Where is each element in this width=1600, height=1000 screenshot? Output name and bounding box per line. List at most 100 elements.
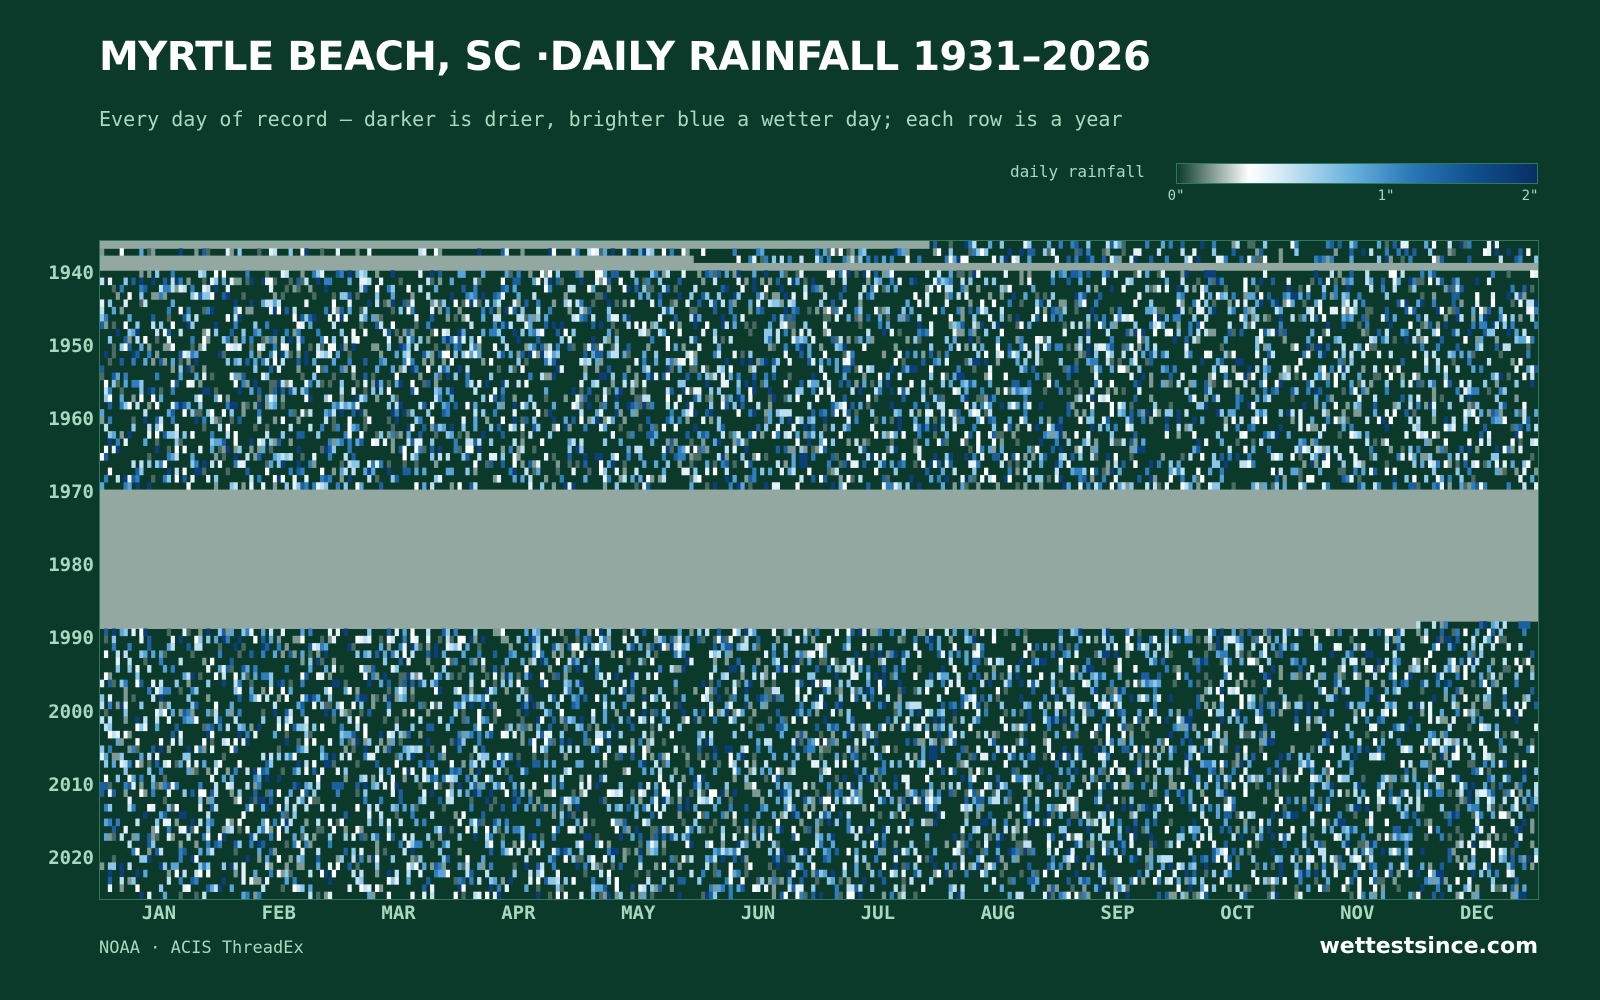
rain-day-cell	[1129, 401, 1134, 410]
rain-day-cell	[724, 635, 729, 644]
missing-data-cell	[100, 518, 1538, 527]
rain-day-cell	[284, 284, 289, 293]
rain-day-cell	[461, 665, 466, 673]
rain-day-cell	[249, 306, 254, 315]
rain-day-cell	[1066, 255, 1071, 264]
rain-day-cell	[1372, 343, 1378, 351]
rain-day-cell	[1333, 379, 1338, 388]
rain-day-cell	[422, 482, 427, 490]
rain-day-cell	[217, 423, 223, 432]
rain-day-cell	[1392, 467, 1397, 476]
rain-day-cell	[1471, 665, 1476, 673]
rain-day-cell	[323, 365, 329, 373]
rain-day-cell	[626, 431, 631, 439]
rain-day-cell	[461, 416, 466, 425]
rain-day-cell	[956, 343, 961, 351]
rain-day-cell	[563, 672, 568, 680]
rain-day-cell	[1290, 643, 1295, 651]
rain-day-cell	[1094, 350, 1099, 359]
rain-day-cell	[528, 657, 533, 666]
rain-day-cell	[1431, 394, 1437, 403]
rain-day-cell	[901, 657, 906, 666]
rain-day-cell	[1066, 460, 1071, 468]
rain-day-cell	[500, 387, 505, 395]
rain-day-cell	[1215, 482, 1221, 490]
rain-day-cell	[1168, 379, 1173, 388]
rain-day-cell	[296, 357, 301, 366]
rain-day-cell	[1231, 292, 1236, 300]
rain-day-cell	[783, 321, 788, 330]
rain-day-cell	[221, 445, 227, 454]
rain-day-cell	[665, 460, 670, 468]
rain-day-cell	[881, 453, 887, 461]
rain-day-cell	[901, 394, 906, 403]
rain-day-cell	[1314, 438, 1319, 447]
rain-day-cell	[811, 277, 816, 286]
rain-day-cell	[406, 343, 411, 351]
rain-day-cell	[1357, 372, 1362, 381]
rain-day-cell	[504, 321, 509, 330]
rain-day-cell	[1416, 445, 1421, 454]
rain-day-cell	[1490, 299, 1496, 308]
rain-day-cell	[1097, 650, 1103, 659]
rain-day-cell	[1219, 657, 1224, 666]
rain-day-cell	[1306, 284, 1311, 293]
rain-day-cell	[1137, 445, 1142, 454]
rain-day-cell	[331, 445, 337, 454]
rain-day-cell	[987, 474, 993, 483]
rain-day-cell	[414, 387, 419, 395]
rain-day-cell	[1039, 474, 1044, 483]
rain-day-cell	[453, 343, 458, 351]
rain-day-cell	[410, 409, 415, 417]
rain-day-cell	[1042, 372, 1048, 381]
rain-day-cell	[874, 453, 879, 461]
rain-day-cell	[1027, 270, 1032, 278]
rain-day-cell	[677, 460, 682, 468]
rain-day-cell	[1270, 277, 1276, 286]
rain-day-cell	[1329, 292, 1334, 300]
rain-day-cell	[724, 357, 729, 366]
rain-day-cell	[139, 387, 144, 395]
rain-day-cell	[748, 306, 753, 315]
rain-day-cell	[1097, 321, 1103, 330]
rain-day-cell	[575, 643, 580, 651]
rain-day-cell	[382, 357, 388, 366]
rain-day-cell	[1416, 416, 1421, 425]
rain-day-cell	[1172, 336, 1177, 344]
rain-day-cell	[1066, 343, 1071, 351]
rain-day-cell	[445, 635, 450, 644]
rain-day-cell	[756, 401, 761, 410]
rain-day-cell	[320, 365, 325, 373]
rain-day-cell	[202, 365, 207, 373]
rain-day-cell	[1443, 365, 1448, 373]
rain-day-cell	[913, 423, 918, 432]
rain-day-cell	[1439, 255, 1445, 264]
rain-day-cell	[1050, 277, 1056, 286]
rain-day-cell	[858, 314, 863, 322]
rain-day-cell	[1290, 343, 1295, 351]
rain-day-cell	[1243, 306, 1248, 315]
rain-day-cell	[284, 379, 289, 388]
rain-day-cell	[701, 438, 706, 447]
rain-day-cell	[170, 643, 175, 651]
rain-day-cell	[1137, 379, 1142, 388]
rain-day-cell	[1078, 387, 1083, 395]
rain-day-cell	[158, 394, 164, 403]
rain-day-cell	[862, 284, 867, 293]
rain-day-cell	[265, 467, 270, 476]
rain-day-cell	[1404, 306, 1409, 315]
rain-day-cell	[1400, 255, 1405, 264]
rain-day-cell	[1314, 343, 1319, 351]
rain-day-cell	[1129, 416, 1134, 425]
rain-day-cell	[1310, 460, 1315, 468]
rain-day-cell	[870, 628, 875, 637]
rain-day-cell	[422, 445, 427, 454]
rain-day-cell	[1204, 284, 1209, 293]
rain-day-cell	[524, 416, 529, 425]
rain-day-cell	[834, 665, 839, 673]
rain-day-cell	[1090, 445, 1095, 454]
rain-day-cell	[1243, 321, 1248, 330]
rain-day-cell	[1310, 474, 1315, 483]
rain-day-cell	[1353, 657, 1358, 666]
rain-day-cell	[1262, 482, 1268, 490]
